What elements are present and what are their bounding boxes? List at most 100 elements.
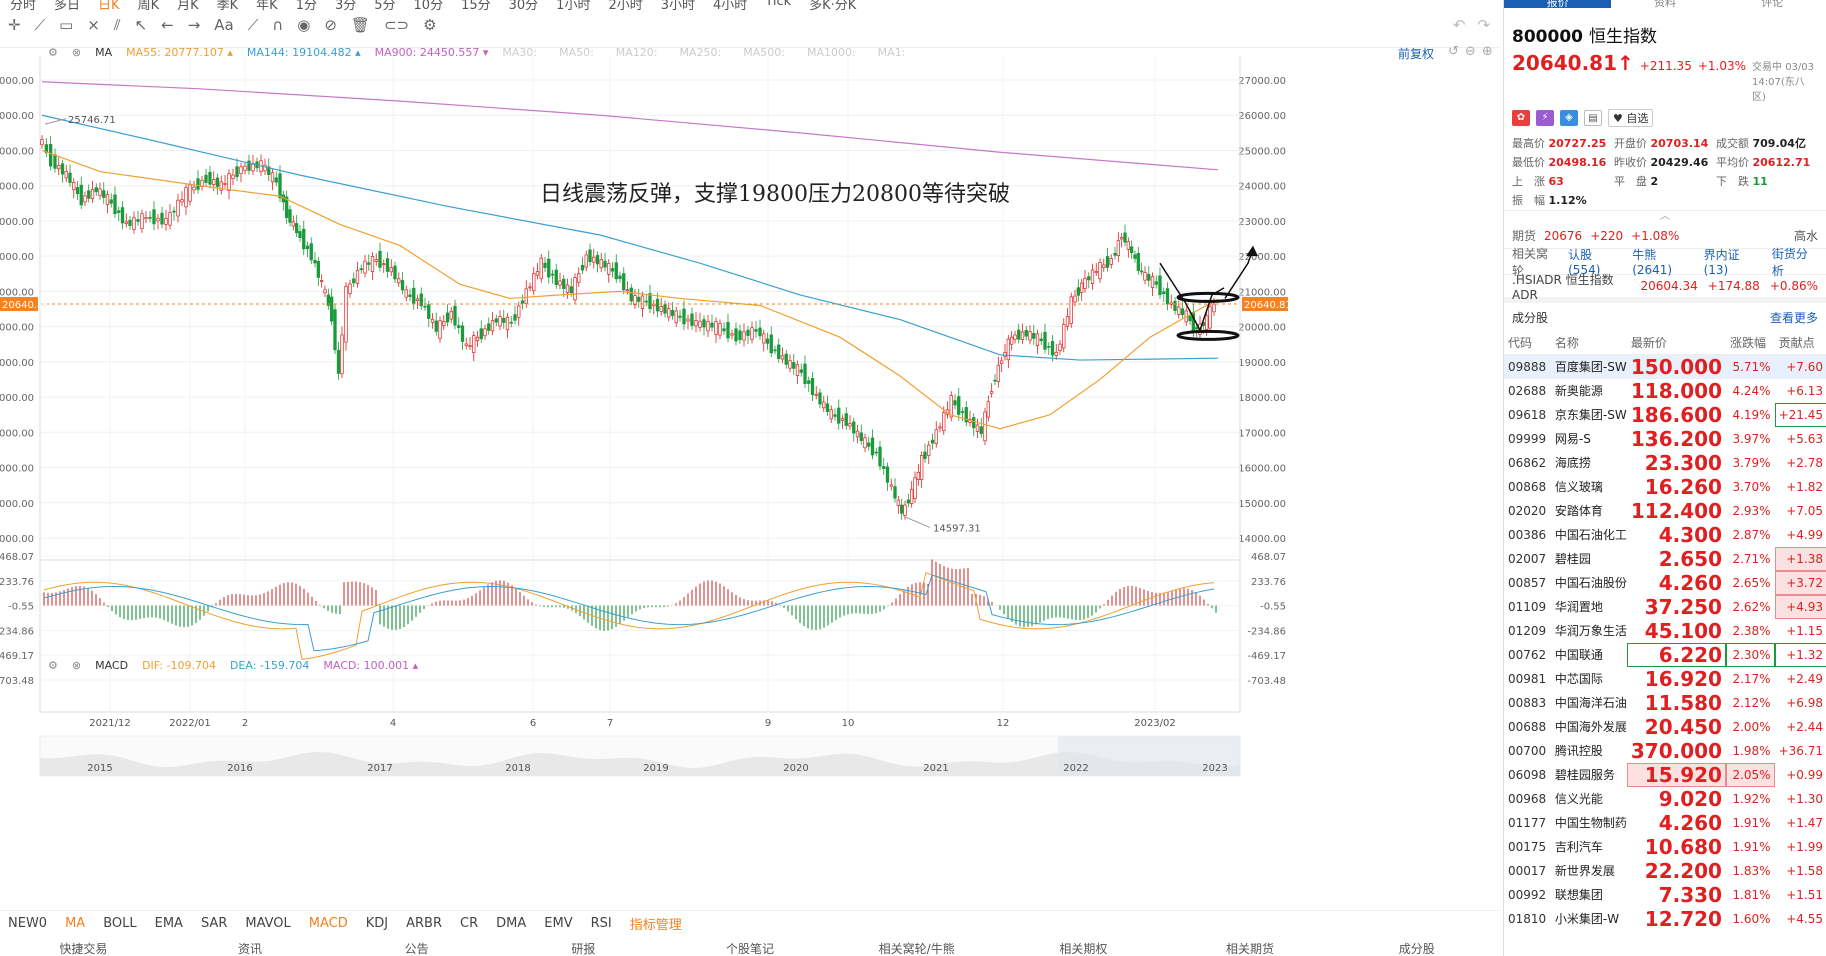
table-row[interactable]: 00992 联想集团 7.330 1.81% +1.51 [1504, 883, 1826, 907]
indicator-tab-arbr[interactable]: ARBR [406, 916, 443, 931]
column-header[interactable]: 涨跌幅 [1725, 332, 1775, 355]
hide-icon[interactable]: ⊘ [324, 16, 337, 34]
table-row[interactable]: 00981 中芯国际 16.920 2.17% +2.49 [1504, 667, 1826, 691]
bottom-tab[interactable]: 快捷交易 [59, 942, 108, 956]
bottom-tab[interactable]: 相关期货 [1226, 942, 1275, 956]
table-row[interactable]: 00386 中国石油化工 4.300 2.87% +4.99 [1504, 523, 1826, 547]
table-row[interactable]: 09618 京东集团-SW 186.600 4.19% +21.45 [1504, 402, 1826, 427]
magnet-icon[interactable]: ∩ [272, 16, 284, 34]
close-icon[interactable]: ⊗ [71, 659, 82, 672]
indicator-tab-new0[interactable]: NEW0 [8, 916, 48, 931]
period-tab[interactable]: 分时 [10, 0, 37, 13]
indicator-tab-dma[interactable]: DMA [496, 916, 527, 931]
back-icon[interactable]: ← [161, 16, 174, 34]
indicator-tab-rsi[interactable]: RSI [590, 916, 612, 931]
table-row[interactable]: 09999 网易-S 136.200 3.97% +5.63 [1504, 427, 1826, 451]
forward-icon[interactable]: → [187, 16, 201, 34]
crosshair-icon[interactable]: ✛ [8, 16, 21, 34]
line-tool-icon[interactable]: ⟋ [34, 16, 46, 34]
period-tab[interactable]: 周K [137, 0, 160, 13]
period-tab[interactable]: Tick [765, 0, 792, 9]
table-row[interactable]: 00688 中国海外发展 20.450 2.00% +2.44 [1504, 715, 1826, 739]
redo-icon[interactable]: ↷ [1477, 16, 1490, 34]
period-tab[interactable]: 2小时 [608, 0, 643, 13]
table-row[interactable]: 01109 华润置地 37.250 2.62% +4.93 [1504, 594, 1826, 619]
chart-annotation[interactable]: 日线震荡反弹，支撑19800压力20800等待突破 [540, 182, 1010, 207]
period-tab[interactable]: 年K [256, 0, 278, 13]
table-row[interactable]: 02688 新奥能源 118.000 4.24% +6.13 [1504, 379, 1826, 403]
column-header[interactable]: 名称 [1550, 332, 1627, 355]
period-tab[interactable]: 月K [177, 0, 199, 13]
column-header[interactable]: 贡献点 [1774, 332, 1826, 355]
plus-icon[interactable]: ⊕ [1481, 44, 1493, 59]
text-tool-icon[interactable]: Aa [214, 16, 234, 34]
fib-tool-icon[interactable]: ⨯ [87, 16, 100, 34]
period-tab[interactable]: 1分 [295, 0, 317, 13]
ma-inactive-item[interactable]: MA120: [615, 46, 658, 59]
indicator-tab-boll[interactable]: BOLL [103, 916, 137, 931]
indicator-tab-sar[interactable]: SAR [200, 916, 228, 931]
ma-inactive-item[interactable]: MA50: [559, 46, 594, 59]
eye-icon[interactable]: ◉ [297, 16, 311, 34]
ma-inactive-item[interactable]: MA1: [877, 46, 906, 59]
note-icon[interactable]: ▤ [1584, 110, 1602, 126]
panel-tab[interactable]: 评论 [1761, 0, 1784, 9]
arrow-tool-icon[interactable]: ↖ [134, 16, 148, 34]
related-link[interactable]: 界内证(13) [1703, 248, 1740, 277]
period-tab[interactable]: 季K [216, 0, 239, 13]
adr-row[interactable]: .HSIADR 恒生指数ADR 20604.34 +174.88 +0.86% [1504, 273, 1826, 303]
ruler-icon[interactable]: ⟋ [247, 16, 259, 34]
table-row[interactable]: 06862 海底捞 23.300 3.79% +2.78 [1504, 451, 1826, 475]
table-row[interactable]: 00968 信义光能 9.020 1.92% +1.30 [1504, 787, 1826, 811]
column-header[interactable]: 最新价 [1626, 332, 1726, 355]
bottom-tab[interactable]: 相关期权 [1059, 942, 1108, 956]
period-tab[interactable]: 3分 [334, 0, 357, 13]
table-row[interactable]: 01209 华润万象生活 45.100 2.38% +1.15 [1504, 619, 1826, 643]
table-row[interactable]: 00883 中国海洋石油 11.580 2.12% +6.98 [1504, 691, 1826, 715]
settings-icon[interactable]: ⚙ [423, 16, 437, 34]
settings-icon[interactable]: ⚙ [48, 46, 58, 59]
indicator-tab-emv[interactable]: EMV [544, 916, 573, 931]
period-tab[interactable]: 10分 [413, 0, 444, 13]
bottom-tab[interactable]: 相关窝轮/牛熊 [878, 942, 955, 956]
ma-inactive-item[interactable]: MA1000: [806, 46, 856, 59]
tag-icon[interactable]: ◈ [1560, 110, 1578, 126]
table-row[interactable]: 00868 信义玻璃 16.260 3.70% +1.82 [1504, 475, 1826, 499]
bottom-tab[interactable]: 个股笔记 [726, 942, 775, 956]
reset-icon[interactable]: ↺ [1448, 44, 1459, 59]
column-header[interactable]: 代码 [1504, 332, 1551, 355]
related-link[interactable]: 牛熊(2641) [1632, 248, 1673, 277]
period-tab[interactable]: 多日 [54, 0, 81, 13]
rect-tool-icon[interactable]: ▭ [59, 16, 74, 34]
trash-icon[interactable]: 🗑 [350, 16, 370, 34]
related-link[interactable]: 街货分析 [1771, 246, 1808, 278]
indicator-tab-mavol[interactable]: MAVOL [245, 916, 291, 931]
table-row[interactable]: 01177 中国生物制药 4.260 1.91% +1.47 [1504, 811, 1826, 835]
table-row[interactable]: 02020 安踏体育 112.400 2.93% +7.05 [1504, 499, 1826, 523]
panel-tab[interactable]: 资料 [1653, 0, 1676, 9]
bottom-tab[interactable]: 成分股 [1398, 942, 1435, 956]
undo-icon[interactable]: ↶ [1452, 16, 1466, 34]
table-row[interactable]: 00175 吉利汽车 10.680 1.91% +1.99 [1504, 835, 1826, 859]
link-icon[interactable]: ⊂⊃ [383, 16, 410, 34]
ma-inactive-item[interactable]: MA500: [743, 46, 785, 59]
futures-row[interactable]: 期货 20676 +220 +1.08% 高水 [1504, 223, 1826, 249]
indicator-tab-macd[interactable]: MACD [308, 916, 348, 931]
collapse-icon[interactable]: ︿ [1660, 211, 1670, 222]
indicator-tab-ema[interactable]: EMA [154, 916, 183, 931]
table-row[interactable]: 00762 中国联通 6.220 2.30% +1.32 [1504, 642, 1826, 667]
close-icon[interactable]: ⊗ [71, 46, 82, 59]
indicator-tab-kdj[interactable]: KDJ [365, 916, 389, 931]
channel-tool-icon[interactable]: ⫽ [113, 16, 121, 34]
period-tab[interactable]: 5分 [374, 0, 396, 13]
bottom-tab[interactable]: 资讯 [238, 942, 263, 956]
table-row[interactable]: 09888 百度集团-SW 150.000 5.71% +7.60 [1504, 354, 1826, 379]
period-tab[interactable]: 3小时 [660, 0, 696, 13]
kline-chart[interactable]: 27000.00 27000.00 26000.00 26000.00 25000.00… [0, 46, 1500, 906]
ma-inactive-item[interactable]: MA30: [502, 46, 538, 59]
lightning-icon[interactable]: ⚡ [1536, 110, 1554, 126]
period-tab[interactable]: 4小时 [713, 0, 748, 13]
period-tab[interactable]: 日K [98, 0, 120, 13]
minus-icon[interactable]: ⊖ [1464, 44, 1476, 59]
indicator-tab-cr[interactable]: CR [460, 916, 479, 931]
